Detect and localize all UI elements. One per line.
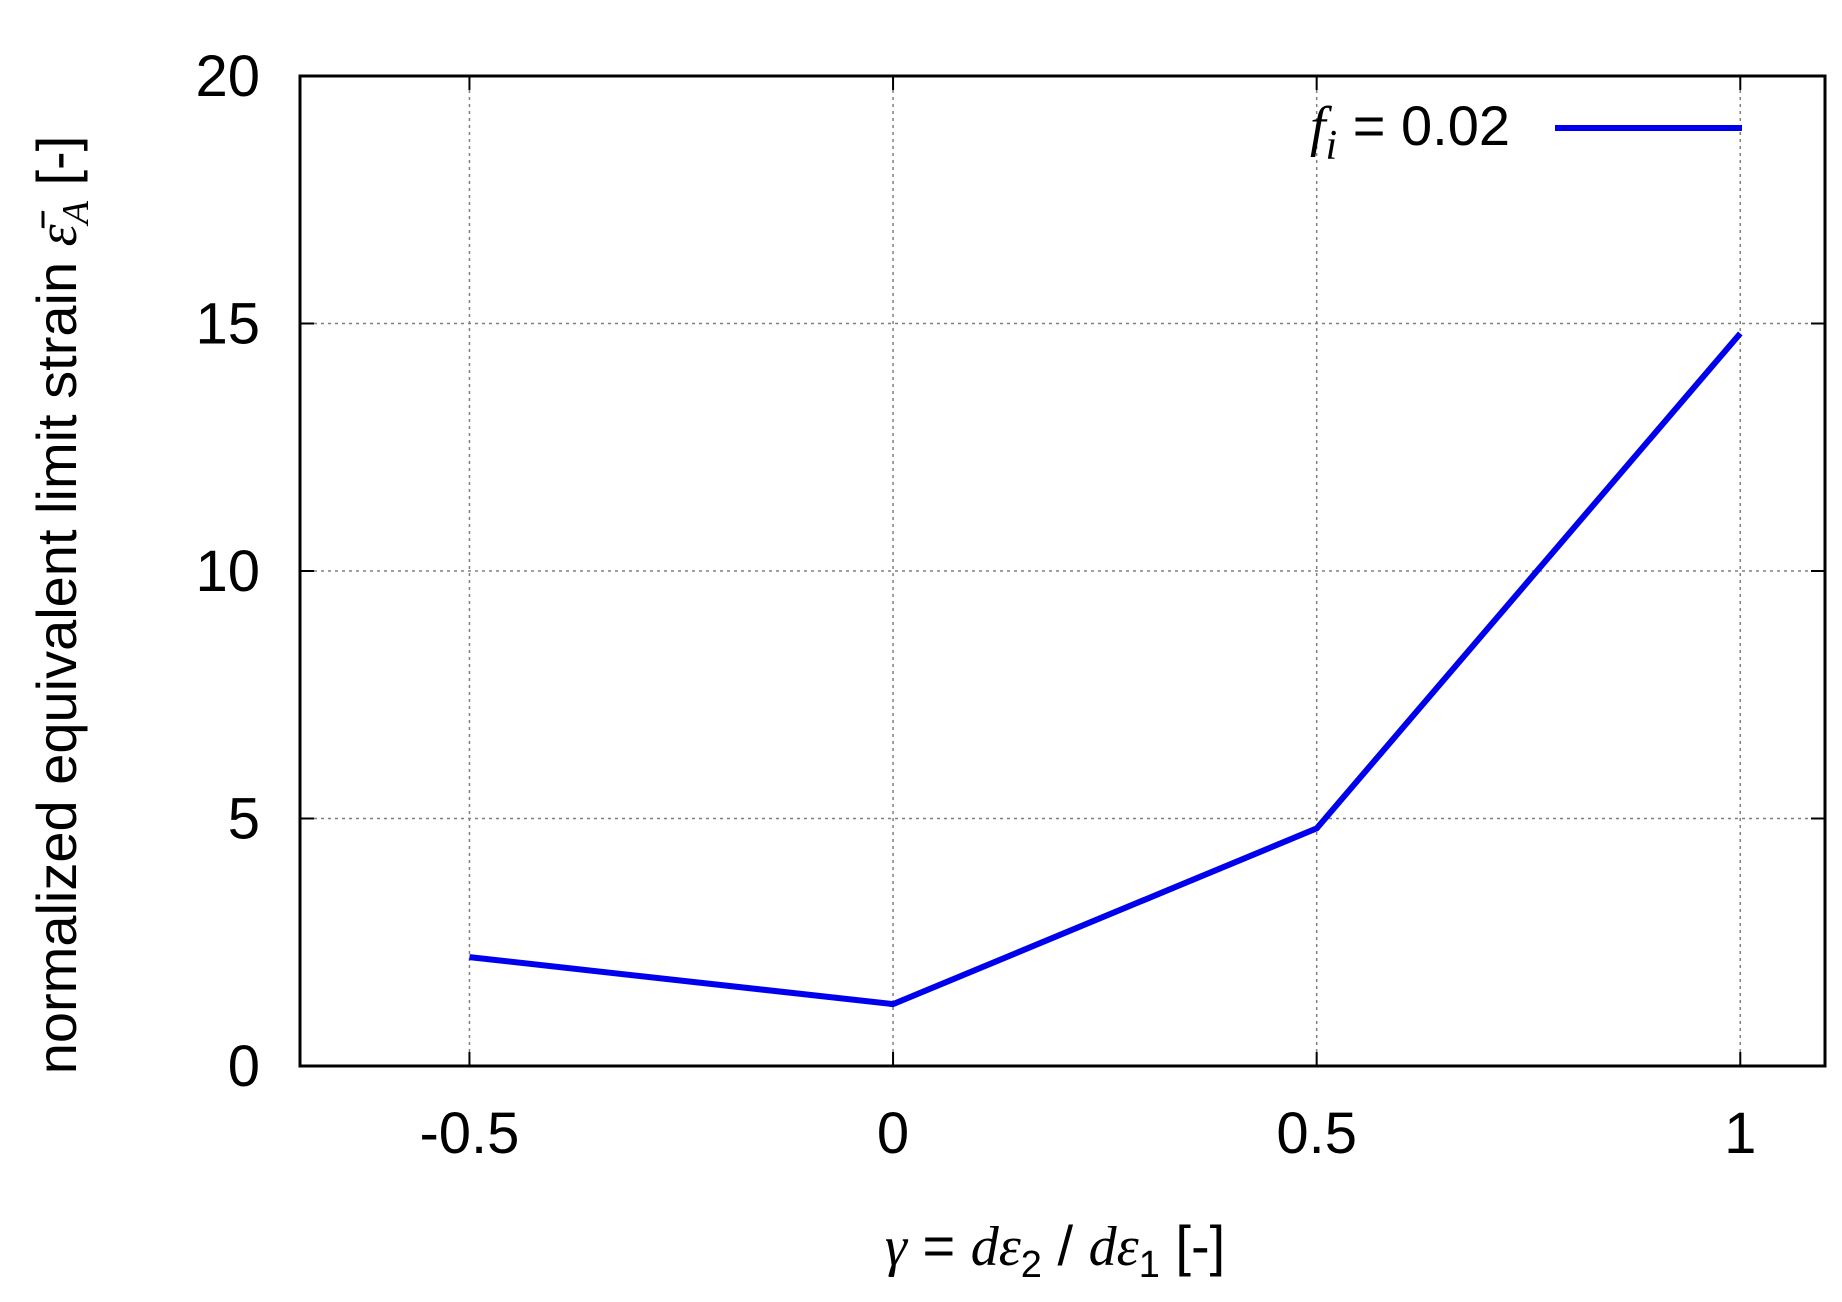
y-axis-label: normalized equivalent limit strain ε̄A [… <box>25 136 97 1075</box>
x-tick-label: 0.5 <box>1276 1101 1357 1166</box>
x-axis-label-equals: = <box>907 1214 971 1277</box>
y-tick-label: 15 <box>195 292 260 357</box>
x-axis-label-d1: d <box>1089 1216 1118 1278</box>
x-axis-label-gamma: γ <box>885 1216 909 1278</box>
legend-label-subscript: i <box>1326 123 1338 169</box>
grid-lines <box>300 76 1825 1066</box>
series-line <box>469 331 1743 1008</box>
legend-label: fi = 0.02 <box>1310 94 1510 169</box>
x-axis-label: γ = dε2 / dε1 [-] <box>885 1214 1225 1286</box>
y-tick-label: 5 <box>228 787 260 852</box>
x-axis-label-unit: [-] <box>1160 1214 1225 1277</box>
y-tick-label: 10 <box>195 539 260 604</box>
y-tick-label: 20 <box>195 44 260 109</box>
x-axis-label-d2: d <box>971 1216 1000 1278</box>
y-axis-label-unit: [-] <box>25 136 88 201</box>
legend-label-value: = 0.02 <box>1337 94 1510 157</box>
legend: fi = 0.02 <box>1310 94 1742 169</box>
x-axis-label-sub1: 1 <box>1139 1244 1160 1286</box>
x-tick-label: 1 <box>1724 1101 1756 1166</box>
x-axis-label-eps1: ε <box>1117 1216 1140 1278</box>
series-layer <box>469 331 1743 1008</box>
x-axis-label-slash: / <box>1042 1214 1089 1277</box>
x-tick-label: 0 <box>877 1101 909 1166</box>
x-axis-label-eps2: ε <box>999 1216 1022 1278</box>
y-tick-label: 0 <box>228 1034 260 1099</box>
x-axis-label-sub2: 2 <box>1021 1244 1042 1286</box>
y-axis-label-text: normalized equivalent limit strain <box>25 246 88 1074</box>
y-axis-label-subscript: A <box>55 200 97 227</box>
x-tick-label: -0.5 <box>419 1101 519 1166</box>
